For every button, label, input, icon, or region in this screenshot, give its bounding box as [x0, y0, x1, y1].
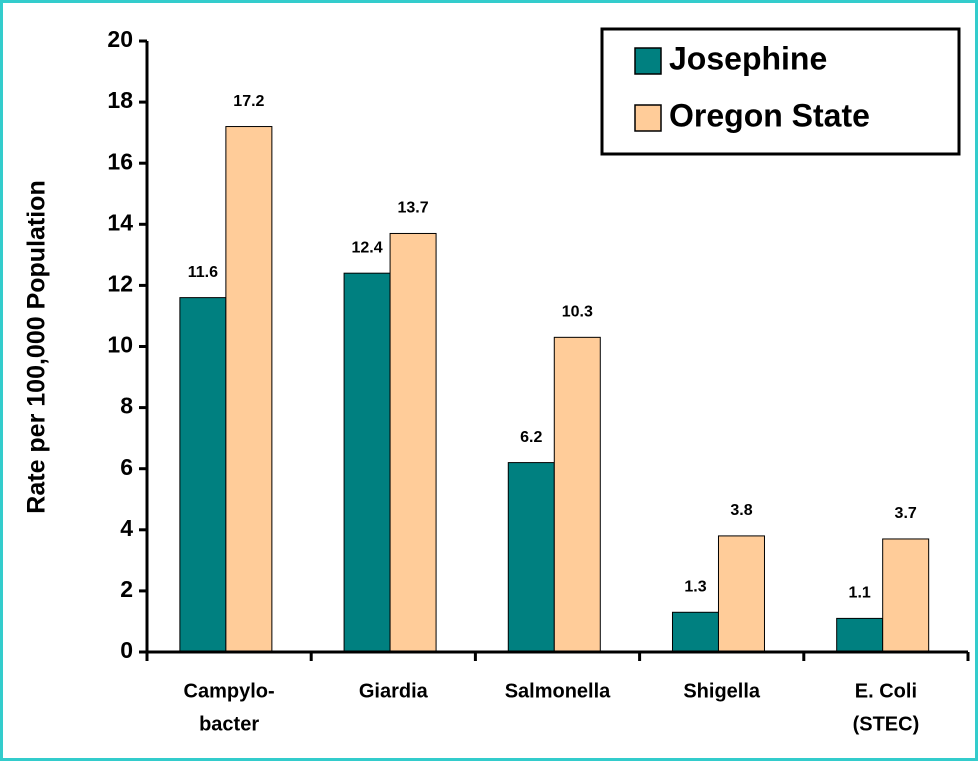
value-label: 10.3 — [562, 304, 593, 321]
bar — [225, 126, 273, 653]
bar — [389, 232, 437, 653]
value-label: 1.3 — [684, 579, 706, 596]
value-label: 12.4 — [352, 239, 383, 256]
x-tick-label: Campylo- — [184, 680, 275, 702]
value-label: 11.6 — [188, 264, 218, 281]
bar — [507, 462, 555, 653]
y-tick-label: 16 — [107, 148, 133, 174]
y-tick-label: 20 — [107, 26, 133, 52]
value-label: 3.8 — [730, 502, 752, 519]
y-tick-label: 8 — [120, 393, 133, 419]
bar — [671, 611, 719, 653]
y-tick-label: 10 — [107, 332, 133, 358]
bar — [343, 272, 391, 653]
bar — [179, 297, 227, 653]
value-label: 17.2 — [233, 93, 264, 110]
bar — [717, 535, 765, 653]
x-tick-label: Salmonella — [505, 680, 611, 702]
bar — [836, 617, 884, 653]
x-tick-label: E. Coli — [855, 680, 917, 702]
value-label: 13.7 — [398, 200, 429, 217]
bar — [553, 336, 601, 653]
y-tick-label: 6 — [120, 454, 133, 480]
bar — [882, 538, 930, 653]
y-tick-label: 0 — [120, 637, 133, 663]
x-tick-label: bacter — [199, 713, 259, 735]
legend-label: Josephine — [669, 40, 827, 76]
x-tick-label: Giardia — [359, 680, 429, 702]
x-tick-label: (STEC) — [853, 713, 920, 735]
legend-swatch — [634, 104, 662, 132]
y-tick-label: 12 — [107, 270, 133, 296]
y-tick-label: 4 — [120, 515, 133, 541]
y-tick-label: 18 — [107, 87, 133, 113]
legend-swatch — [634, 47, 662, 75]
value-label: 6.2 — [520, 429, 542, 446]
y-tick-label: 2 — [120, 576, 133, 602]
value-label: 3.7 — [895, 505, 917, 522]
x-tick-label: Shigella — [683, 680, 761, 702]
y-axis-label: Rate per 100,000 Population — [23, 180, 51, 513]
y-tick-label: 14 — [107, 209, 133, 235]
value-label: 1.1 — [849, 585, 871, 602]
legend-label: Oregon State — [669, 97, 870, 133]
